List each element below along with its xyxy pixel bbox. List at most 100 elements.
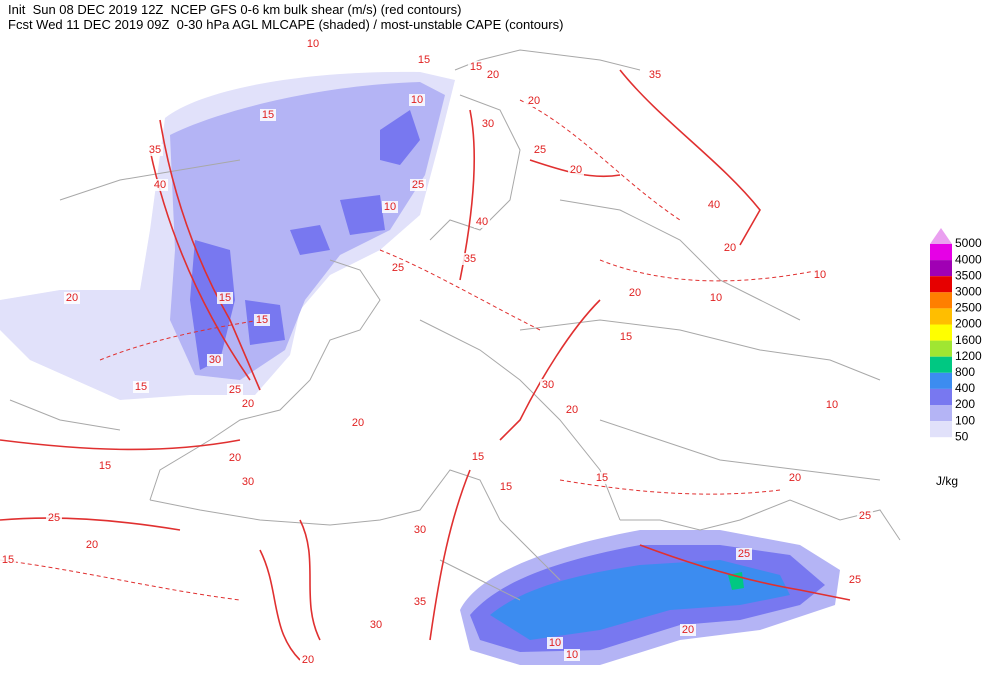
label-bg	[0, 554, 16, 566]
label-bg	[260, 109, 276, 121]
contour-label: 15	[135, 381, 147, 393]
shear-contour	[429, 469, 471, 641]
contour-label: 25	[859, 510, 871, 522]
label-bg	[708, 292, 724, 304]
contour-label: 25	[412, 179, 424, 191]
coastline	[149, 259, 381, 501]
label-bg	[409, 94, 425, 106]
contour-label: 10	[814, 269, 826, 281]
contour-label: 15	[219, 292, 231, 304]
shear-contour	[379, 249, 821, 331]
legend-swatch	[930, 260, 952, 277]
legend-label: 5000	[955, 236, 982, 250]
legend-swatch	[930, 244, 952, 261]
coastline	[149, 469, 561, 581]
contour-label: 10	[384, 201, 396, 213]
contour-label: 15	[500, 481, 512, 493]
label-bg	[217, 292, 233, 304]
label-bg	[824, 399, 840, 411]
contour-label: 20	[352, 417, 364, 429]
contour-label: 20	[724, 242, 736, 254]
label-bg	[812, 269, 828, 281]
label-bg	[474, 216, 490, 228]
contour-label: 25	[738, 548, 750, 560]
shear-contour	[499, 299, 601, 441]
contour-label: 35	[649, 69, 661, 81]
contour-label: 30	[414, 524, 426, 536]
legend-arrow	[930, 228, 952, 244]
contour-label: 30	[370, 619, 382, 631]
label-bg	[300, 654, 316, 666]
contour-label: 15	[620, 331, 632, 343]
shear-contour	[459, 109, 621, 281]
legend-swatch	[930, 324, 952, 341]
legend-label: 50	[955, 429, 969, 443]
label-bg	[526, 95, 542, 107]
shear-contour	[619, 69, 761, 246]
label-bg	[46, 512, 62, 524]
label-bg	[207, 354, 223, 366]
label-bg	[722, 242, 738, 254]
shear-contour	[259, 519, 321, 661]
label-bg	[480, 118, 496, 130]
label-bg	[412, 524, 428, 536]
contour-label: 15	[472, 451, 484, 463]
label-bg	[594, 472, 610, 484]
contour-label: 35	[464, 253, 476, 265]
contour-label: 25	[229, 384, 241, 396]
label-bg	[462, 253, 478, 265]
label-bg	[410, 179, 426, 191]
contour-label: 20	[629, 287, 641, 299]
legend-swatch	[930, 405, 952, 422]
label-bg	[564, 404, 580, 416]
label-bg	[847, 574, 863, 586]
contour-label: 20	[789, 472, 801, 484]
shear-contour	[149, 149, 251, 381]
contour-label: 15	[2, 554, 14, 566]
legend: 5000 4000 3500 3000 2500 2000 1600 1200 800 400 20…	[930, 228, 982, 488]
label-bg	[254, 314, 270, 326]
legend-label: 3000	[955, 284, 982, 298]
contour-label: 35	[149, 144, 161, 156]
legend-swatch	[930, 292, 952, 309]
label-bg	[706, 199, 722, 211]
contour-label: 25	[48, 512, 60, 524]
shear-contour	[0, 99, 681, 601]
contour-label: 15	[418, 54, 430, 66]
contour-label: 30	[542, 379, 554, 391]
contour-label: 40	[154, 179, 166, 191]
shear-contour	[0, 439, 241, 531]
label-bg	[240, 476, 256, 488]
contour-label: 40	[476, 216, 488, 228]
contour-label: 15	[470, 61, 482, 73]
contour-label: 30	[209, 354, 221, 366]
label-bg	[627, 287, 643, 299]
contour-label: 30	[482, 118, 494, 130]
label-bg	[305, 38, 321, 50]
contour-label: 20	[566, 404, 578, 416]
contour-label: 20	[528, 95, 540, 107]
label-bg	[97, 460, 113, 472]
label-bg	[564, 649, 580, 661]
shear-contours	[0, 69, 851, 661]
label-bg	[368, 619, 384, 631]
coastlines	[9, 49, 901, 601]
shear-contour	[639, 544, 851, 601]
label-bg	[547, 637, 563, 649]
label-bg	[412, 596, 428, 608]
cape-shading	[0, 71, 840, 665]
cape-area	[490, 560, 790, 640]
label-bg	[498, 481, 514, 493]
legend-label: 2000	[955, 317, 982, 331]
contour-label: 25	[849, 574, 861, 586]
label-bg	[736, 548, 752, 560]
contour-label: 10	[307, 38, 319, 50]
legend-label: 200	[955, 397, 975, 411]
contour-label: 15	[256, 314, 268, 326]
label-bg	[227, 452, 243, 464]
contour-label: 10	[549, 637, 561, 649]
contour-label: 15	[99, 460, 111, 472]
label-bg	[468, 61, 484, 73]
label-bg	[350, 417, 366, 429]
